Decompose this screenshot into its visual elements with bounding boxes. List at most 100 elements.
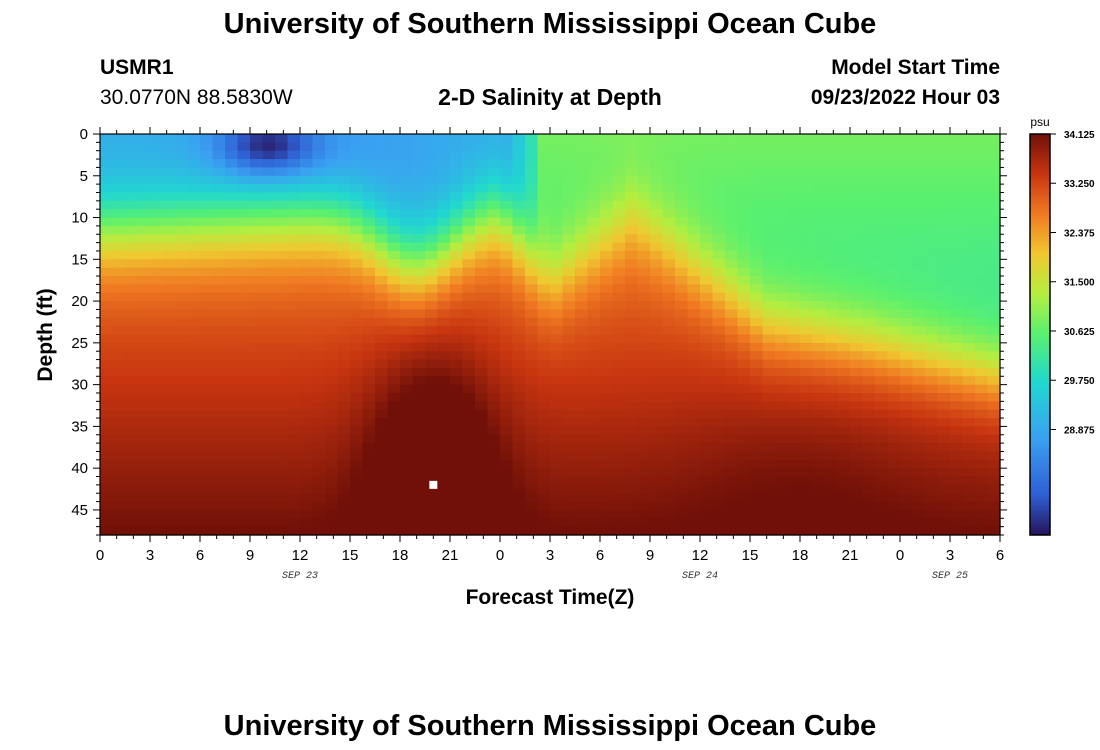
- heatmap-cell: [500, 451, 514, 461]
- heatmap-cell: [462, 426, 476, 436]
- heatmap-cell: [775, 518, 789, 528]
- heatmap-cell: [312, 367, 326, 377]
- heatmap-cell: [912, 301, 926, 311]
- heatmap-cell: [950, 459, 964, 469]
- heatmap-cell: [300, 509, 314, 519]
- heatmap-cell: [475, 184, 489, 194]
- heatmap-cell: [625, 167, 639, 177]
- heatmap-cell: [625, 401, 639, 411]
- heatmap-cell: [237, 418, 251, 427]
- heatmap-cell: [775, 376, 789, 386]
- heatmap-cell: [600, 334, 614, 344]
- heatmap-cell: [950, 493, 964, 503]
- heatmap-cell: [625, 418, 639, 427]
- heatmap-cell: [500, 401, 514, 411]
- heatmap-cell: [200, 134, 214, 143]
- heatmap-cell: [425, 167, 439, 177]
- heatmap-cell: [187, 242, 201, 252]
- heatmap-cell: [100, 493, 114, 503]
- heatmap-cell: [875, 384, 889, 394]
- heatmap-cell: [962, 317, 976, 327]
- heatmap-cell: [362, 443, 376, 453]
- heatmap-cell: [450, 468, 464, 478]
- heatmap-cell: [625, 359, 639, 369]
- heatmap-cell: [837, 392, 851, 402]
- heatmap-cell: [200, 434, 214, 444]
- heatmap-cell: [625, 309, 639, 319]
- heatmap-cell: [925, 443, 939, 453]
- colorbar-tick-label: 33.250: [1064, 179, 1095, 190]
- heatmap-cell: [950, 217, 964, 227]
- heatmap-cell: [662, 459, 676, 469]
- heatmap-cell: [275, 426, 289, 436]
- heatmap-cell: [950, 409, 964, 419]
- heatmap-cell: [287, 259, 301, 269]
- heatmap-cell: [112, 242, 126, 252]
- heatmap-cell: [312, 134, 326, 143]
- heatmap-cell: [962, 401, 976, 411]
- heatmap-cell: [650, 409, 664, 419]
- heatmap-cell: [162, 426, 176, 436]
- heatmap-cell: [637, 484, 651, 494]
- heatmap-cell: [875, 443, 889, 453]
- heatmap-cell: [462, 167, 476, 177]
- heatmap-cell: [812, 242, 826, 252]
- heatmap-cell: [300, 409, 314, 419]
- heatmap-cell: [425, 259, 439, 269]
- heatmap-cell: [725, 167, 739, 177]
- heatmap-cell: [562, 200, 576, 210]
- heatmap-cell: [250, 326, 264, 336]
- heatmap-cell: [662, 309, 676, 319]
- heatmap-cell: [925, 134, 939, 143]
- heatmap-cell: [175, 200, 189, 210]
- heatmap-cell: [512, 351, 526, 361]
- heatmap-cell: [675, 443, 689, 453]
- heatmap-cell: [325, 259, 339, 269]
- heatmap-cell: [575, 468, 589, 478]
- heatmap-cell: [475, 434, 489, 444]
- heatmap-cell: [975, 150, 989, 160]
- heatmap-cell: [400, 392, 414, 402]
- heatmap-cell: [825, 459, 839, 469]
- heatmap-cell: [675, 267, 689, 277]
- heatmap-cell: [150, 200, 164, 210]
- x-tick-label: 9: [246, 547, 254, 564]
- heatmap-cell: [650, 451, 664, 461]
- heatmap-cell: [900, 175, 914, 185]
- heatmap-cell: [487, 451, 501, 461]
- heatmap-cell: [925, 292, 939, 302]
- heatmap-cell: [375, 159, 389, 169]
- heatmap-cell: [762, 376, 776, 386]
- heatmap-cell: [250, 493, 264, 503]
- heatmap-cell: [600, 292, 614, 302]
- heatmap-cell: [337, 184, 351, 194]
- heatmap-cell: [125, 351, 139, 361]
- heatmap-cell: [737, 259, 751, 269]
- heatmap-cell: [312, 526, 326, 536]
- heatmap-cell: [650, 359, 664, 369]
- heatmap-cell: [387, 234, 401, 244]
- heatmap-cell: [300, 443, 314, 453]
- heatmap-cell: [512, 234, 526, 244]
- heatmap-cell: [162, 276, 176, 285]
- heatmap-cell: [275, 134, 289, 143]
- heatmap-cell: [437, 451, 451, 461]
- heatmap-cell: [837, 159, 851, 169]
- heatmap-cell: [687, 225, 701, 235]
- heatmap-cell: [687, 367, 701, 377]
- heatmap-cell: [300, 225, 314, 235]
- heatmap-cell: [512, 317, 526, 327]
- heatmap-cell: [187, 501, 201, 511]
- heatmap-cell: [125, 142, 139, 152]
- heatmap-cell: [825, 301, 839, 311]
- heatmap-cell: [350, 284, 364, 294]
- heatmap-cell: [150, 267, 164, 277]
- heatmap-cell: [175, 493, 189, 503]
- heatmap-cell: [400, 284, 414, 294]
- heatmap-cell: [562, 459, 576, 469]
- heatmap-cell: [562, 518, 576, 528]
- heatmap-cell: [600, 217, 614, 227]
- heatmap-cell: [937, 225, 951, 235]
- heatmap-cell: [800, 476, 814, 486]
- heatmap-cell: [287, 409, 301, 419]
